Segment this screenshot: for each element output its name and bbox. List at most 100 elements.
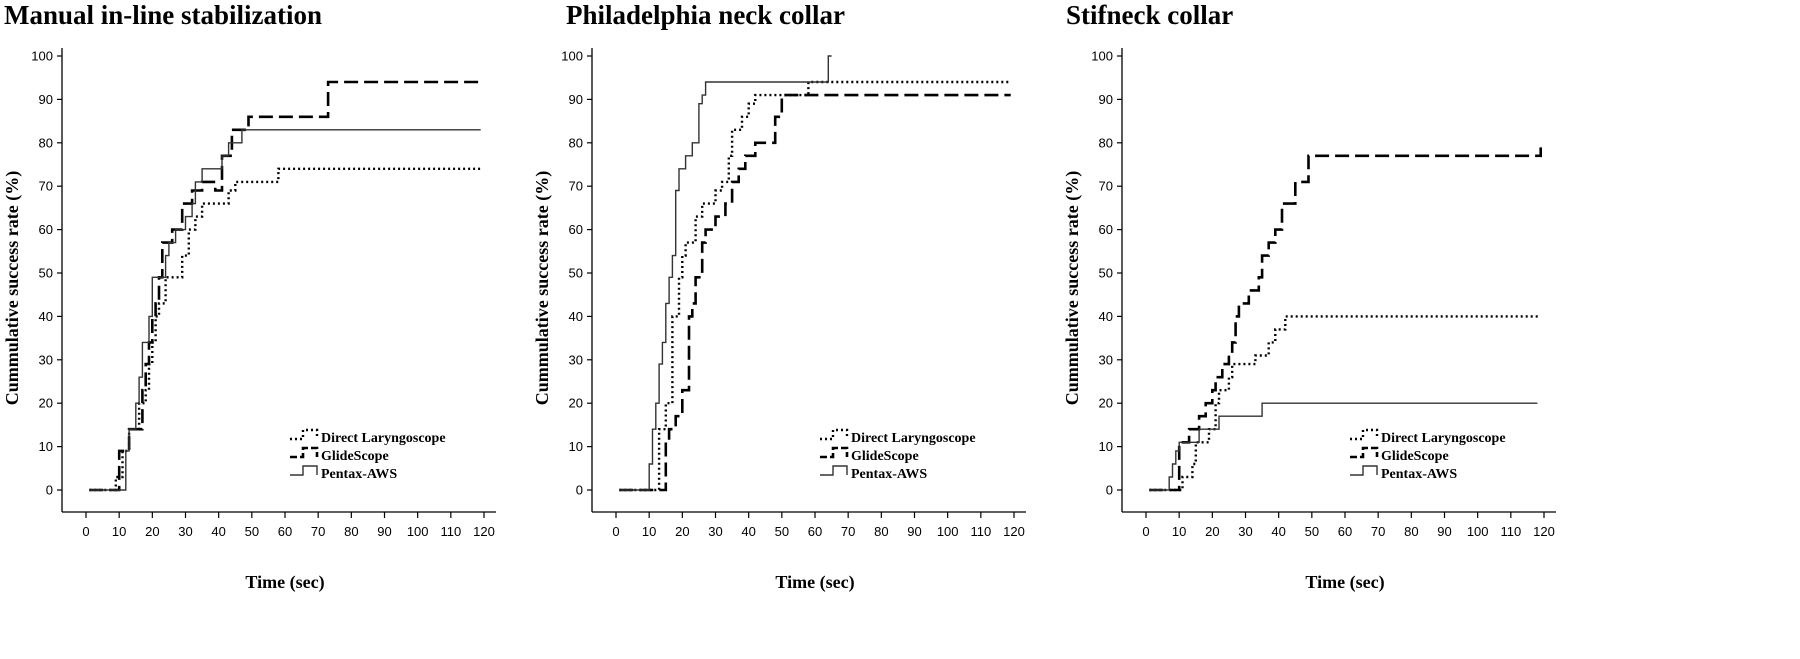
x-tick-label: 100: [937, 524, 959, 539]
legend-item: Direct Laryngoscope: [1350, 428, 1506, 446]
legend-swatch: [820, 428, 849, 441]
chart-title: Stifneck collar: [1066, 0, 1234, 30]
x-tick-label: 30: [1238, 524, 1252, 539]
y-tick-label: 90: [569, 92, 583, 107]
x-tick-label: 20: [145, 524, 159, 539]
legend-label: GlideScope: [851, 449, 919, 464]
series-line-glidescope: [1149, 147, 1542, 492]
y-tick-label: 100: [561, 49, 583, 64]
y-tick-label: 60: [569, 222, 583, 237]
x-tick-label: 20: [675, 524, 689, 539]
x-tick-label: 100: [407, 524, 429, 539]
x-tick-label: 40: [741, 524, 755, 539]
y-axis-label: Cummulative success rate (%): [2, 171, 23, 405]
x-axis-label: Time (sec): [245, 572, 324, 593]
y-tick-label: 80: [39, 135, 53, 150]
x-tick-label: 110: [1500, 524, 1521, 539]
x-tick-label: 0: [82, 524, 89, 539]
y-tick-label: 50: [39, 266, 53, 281]
x-tick-label: 80: [874, 524, 888, 539]
y-tick-label: 40: [39, 309, 53, 324]
series-line-glidescope: [619, 93, 1011, 492]
y-tick-label: 0: [46, 483, 53, 498]
x-tick-label: 20: [1205, 524, 1219, 539]
x-tick-label: 0: [612, 524, 619, 539]
y-tick-label: 80: [1099, 135, 1113, 150]
legend-item: Pentax-AWS: [820, 465, 927, 482]
x-tick-label: 70: [311, 524, 325, 539]
x-tick-label: 10: [1172, 524, 1186, 539]
x-tick-label: 70: [841, 524, 855, 539]
x-tick-label: 120: [1003, 524, 1025, 539]
x-tick-label: 120: [1533, 524, 1555, 539]
x-tick-label: 120: [473, 524, 495, 539]
legend-swatch: [820, 465, 848, 476]
series-line-glidescope: [89, 80, 481, 492]
legend-item: Direct Laryngoscope: [820, 428, 976, 446]
chart-philadelphia-collar: 0 10 20 30 40 50 60 70 80 90 100 0 10 20 30 40 50 60 70 80 9…: [532, 48, 1026, 593]
legend-swatch: [290, 446, 319, 459]
y-tick-label: 50: [1099, 266, 1113, 281]
legend-item: Pentax-AWS: [1350, 465, 1457, 482]
x-tick-label: 30: [708, 524, 722, 539]
legend-swatch: [290, 428, 319, 441]
series-line-pentax-aws: [619, 55, 832, 491]
legend-swatch: [1350, 428, 1379, 441]
x-tick-label: 60: [808, 524, 822, 539]
legend-item: GlideScope: [820, 446, 919, 464]
x-tick-label: 90: [1437, 524, 1451, 539]
y-tick-label: 70: [569, 179, 583, 194]
x-tick-label: 110: [440, 524, 461, 539]
y-tick-label: 0: [576, 483, 583, 498]
legend-swatch: [1350, 465, 1378, 476]
chart-stifneck-collar: 0 10 20 30 40 50 60 70 80 90 100 0 10 20 30 40 50 60 70 80 9…: [1062, 48, 1556, 593]
x-tick-label: 0: [1142, 524, 1149, 539]
y-tick-label: 10: [569, 439, 583, 454]
x-tick-label: 60: [1338, 524, 1352, 539]
chart-manual-inline: 0 10 20 30 40 50 60 70 80 90 100 0 10 20 30 40 50 60 70 80 9…: [2, 48, 496, 593]
x-tick-label: 60: [278, 524, 292, 539]
y-tick-label: 80: [569, 135, 583, 150]
y-tick-label: 10: [1099, 439, 1113, 454]
x-tick-label: 80: [344, 524, 358, 539]
x-tick-label: 50: [775, 524, 789, 539]
y-tick-label: 60: [1099, 222, 1113, 237]
x-tick-label: 10: [642, 524, 656, 539]
x-tick-label: 10: [112, 524, 126, 539]
x-tick-label: 100: [1467, 524, 1489, 539]
chart-title: Philadelphia neck collar: [566, 0, 846, 30]
legend-item: Direct Laryngoscope: [290, 428, 446, 446]
legend-label: GlideScope: [1381, 449, 1449, 464]
panel-stifneck-collar: Stifneck collar 0 10 20 30 40 50 60 70 80 90 100 0 1…: [1060, 0, 1660, 659]
legend-swatch: [290, 465, 318, 476]
series-line-pentax-aws: [89, 129, 481, 491]
legend-label: Direct Laryngoscope: [321, 431, 446, 446]
y-tick-label: 0: [1106, 483, 1113, 498]
x-tick-label: 90: [907, 524, 921, 539]
x-axis-label: Time (sec): [775, 572, 854, 593]
series-line-pentax-aws: [1149, 402, 1538, 491]
y-tick-label: 30: [39, 352, 53, 367]
y-tick-label: 100: [31, 49, 53, 64]
y-tick-label: 30: [569, 352, 583, 367]
y-tick-label: 20: [569, 396, 583, 411]
x-tick-label: 70: [1371, 524, 1385, 539]
x-tick-label: 90: [377, 524, 391, 539]
y-tick-label: 20: [39, 396, 53, 411]
legend-swatch: [820, 446, 849, 459]
y-tick-label: 20: [1099, 396, 1113, 411]
legend-item: GlideScope: [1350, 446, 1449, 464]
legend-label: Pentax-AWS: [321, 467, 397, 482]
legend-label: GlideScope: [321, 449, 389, 464]
y-tick-label: 70: [39, 179, 53, 194]
y-tick-label: 50: [569, 266, 583, 281]
x-tick-label: 30: [178, 524, 192, 539]
legend-swatch: [1350, 446, 1379, 459]
y-tick-label: 40: [1099, 309, 1113, 324]
y-tick-label: 100: [1091, 49, 1113, 64]
y-tick-label: 10: [39, 439, 53, 454]
legend-label: Direct Laryngoscope: [851, 431, 976, 446]
panel-philadelphia-collar: Philadelphia neck collar 0 10 20 30 40 50 60 70…: [530, 0, 1130, 659]
y-axis-label: Cummulative success rate (%): [532, 171, 553, 405]
panel-manual-inline: Manual in-line stabilization 0 10 20 30 40 50…: [0, 0, 600, 659]
